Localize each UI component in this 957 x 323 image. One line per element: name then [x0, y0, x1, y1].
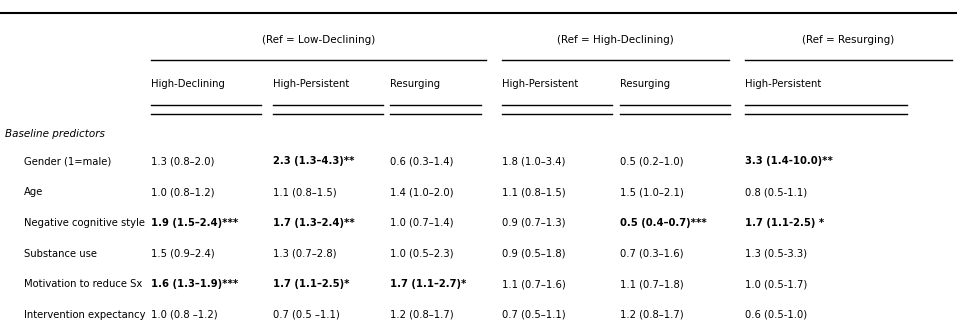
Text: (Ref = Resurging): (Ref = Resurging): [802, 36, 895, 45]
Text: 1.7 (1.1–2.7)*: 1.7 (1.1–2.7)*: [390, 279, 467, 289]
Text: 2.3 (1.3–4.3)**: 2.3 (1.3–4.3)**: [273, 157, 354, 166]
Text: 1.0 (0.7–1.4): 1.0 (0.7–1.4): [390, 218, 454, 228]
Text: 3.3 (1.4-10.0)**: 3.3 (1.4-10.0)**: [745, 157, 833, 166]
Text: 1.7 (1.1–2.5)*: 1.7 (1.1–2.5)*: [273, 279, 349, 289]
Text: Age: Age: [24, 187, 43, 197]
Text: Baseline predictors: Baseline predictors: [5, 129, 104, 139]
Text: 1.3 (0.7–2.8): 1.3 (0.7–2.8): [273, 249, 336, 258]
Text: 1.4 (1.0–2.0): 1.4 (1.0–2.0): [390, 187, 454, 197]
Text: 0.7 (0.3–1.6): 0.7 (0.3–1.6): [620, 249, 683, 258]
Text: 1.1 (0.7–1.8): 1.1 (0.7–1.8): [620, 279, 683, 289]
Text: 1.8 (1.0–3.4): 1.8 (1.0–3.4): [502, 157, 566, 166]
Text: 0.6 (0.3–1.4): 0.6 (0.3–1.4): [390, 157, 454, 166]
Text: (Ref = High-Declining): (Ref = High-Declining): [558, 36, 674, 45]
Text: Resurging: Resurging: [390, 79, 440, 89]
Text: 1.0 (0.8 –1.2): 1.0 (0.8 –1.2): [151, 310, 218, 320]
Text: 0.6 (0.5-1.0): 0.6 (0.5-1.0): [745, 310, 807, 320]
Text: 1.5 (1.0–2.1): 1.5 (1.0–2.1): [620, 187, 684, 197]
Text: 1.0 (0.5-1.7): 1.0 (0.5-1.7): [745, 279, 807, 289]
Text: 0.9 (0.5–1.8): 0.9 (0.5–1.8): [502, 249, 566, 258]
Text: 0.5 (0.4–0.7)***: 0.5 (0.4–0.7)***: [620, 218, 707, 228]
Text: 1.3 (0.5-3.3): 1.3 (0.5-3.3): [745, 249, 807, 258]
Text: 0.7 (0.5 –1.1): 0.7 (0.5 –1.1): [273, 310, 340, 320]
Text: 1.7 (1.1-2.5) *: 1.7 (1.1-2.5) *: [745, 218, 824, 228]
Text: Motivation to reduce Sx: Motivation to reduce Sx: [24, 279, 143, 289]
Text: Gender (1=male): Gender (1=male): [24, 157, 111, 166]
Text: High-Persistent: High-Persistent: [745, 79, 821, 89]
Text: 1.2 (0.8–1.7): 1.2 (0.8–1.7): [390, 310, 454, 320]
Text: 1.9 (1.5–2.4)***: 1.9 (1.5–2.4)***: [151, 218, 238, 228]
Text: 1.2 (0.8–1.7): 1.2 (0.8–1.7): [620, 310, 683, 320]
Text: Intervention expectancy: Intervention expectancy: [24, 310, 145, 320]
Text: 1.1 (0.8–1.5): 1.1 (0.8–1.5): [273, 187, 336, 197]
Text: 1.6 (1.3–1.9)***: 1.6 (1.3–1.9)***: [151, 279, 238, 289]
Text: 1.1 (0.8–1.5): 1.1 (0.8–1.5): [502, 187, 566, 197]
Text: (Ref = Low-Declining): (Ref = Low-Declining): [262, 36, 375, 45]
Text: High-Persistent: High-Persistent: [273, 79, 349, 89]
Text: Negative cognitive style: Negative cognitive style: [24, 218, 145, 228]
Text: Substance use: Substance use: [24, 249, 97, 258]
Text: 1.5 (0.9–2.4): 1.5 (0.9–2.4): [151, 249, 214, 258]
Text: 1.7 (1.3–2.4)**: 1.7 (1.3–2.4)**: [273, 218, 354, 228]
Text: 1.1 (0.7–1.6): 1.1 (0.7–1.6): [502, 279, 567, 289]
Text: 0.8 (0.5-1.1): 0.8 (0.5-1.1): [745, 187, 807, 197]
Text: 1.3 (0.8–2.0): 1.3 (0.8–2.0): [151, 157, 214, 166]
Text: 0.7 (0.5–1.1): 0.7 (0.5–1.1): [502, 310, 566, 320]
Text: 1.0 (0.8–1.2): 1.0 (0.8–1.2): [151, 187, 214, 197]
Text: 1.0 (0.5–2.3): 1.0 (0.5–2.3): [390, 249, 454, 258]
Text: High-Persistent: High-Persistent: [502, 79, 579, 89]
Text: 0.9 (0.7–1.3): 0.9 (0.7–1.3): [502, 218, 566, 228]
Text: Resurging: Resurging: [620, 79, 670, 89]
Text: High-Declining: High-Declining: [151, 79, 225, 89]
Text: 0.5 (0.2–1.0): 0.5 (0.2–1.0): [620, 157, 683, 166]
